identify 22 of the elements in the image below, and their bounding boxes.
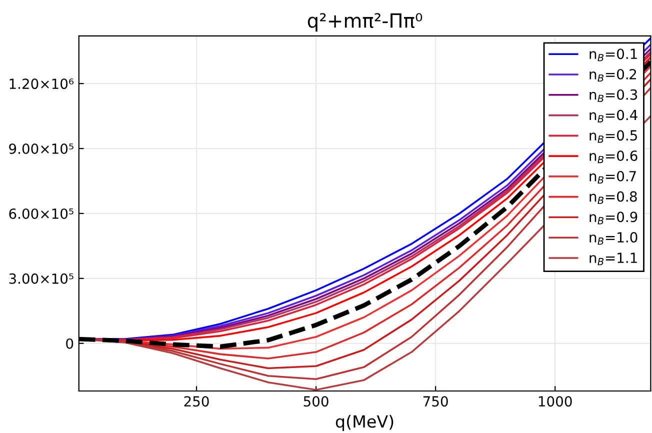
legend-label: n$_{B}$=0.3	[590, 89, 638, 102]
legend-label: n$_{B}$=0.4	[590, 110, 638, 122]
legend-label: n$_{B}$=0.7	[590, 170, 636, 184]
legend-label: n$_{B}$=1.1	[590, 252, 637, 266]
y-tick-label: 6.00×10⁵	[9, 208, 74, 219]
legend-label: n$_{B}$=0.6	[590, 150, 638, 164]
chart-title: q²+mπ²-Ππ⁰	[308, 13, 422, 32]
x-tick-label: 500	[304, 396, 328, 407]
legend-label: n$_{B}$=0.8	[590, 191, 637, 204]
x-axis-title: q(MeV)	[336, 414, 394, 431]
y-tick-label: 1.20×10⁶	[10, 78, 74, 90]
y-tick-label: 9.00×10⁵	[9, 143, 74, 154]
legend-label: n$_{B}$=0.2	[590, 68, 636, 82]
legend-label: n$_{B}$=0.9	[590, 212, 638, 224]
x-tick-label: 750	[423, 396, 448, 407]
legend-label: n$_{B}$=1.0	[590, 232, 638, 245]
y-tick-label: 0	[66, 338, 74, 349]
legend-label: n$_{B}$=0.1	[590, 48, 637, 62]
legend-label: n$_{B}$=0.5	[590, 130, 637, 143]
y-tick-label: 3.00×10⁵	[9, 273, 74, 284]
x-tick-label: 250	[184, 396, 209, 407]
x-tick-label: 1000	[538, 396, 572, 407]
